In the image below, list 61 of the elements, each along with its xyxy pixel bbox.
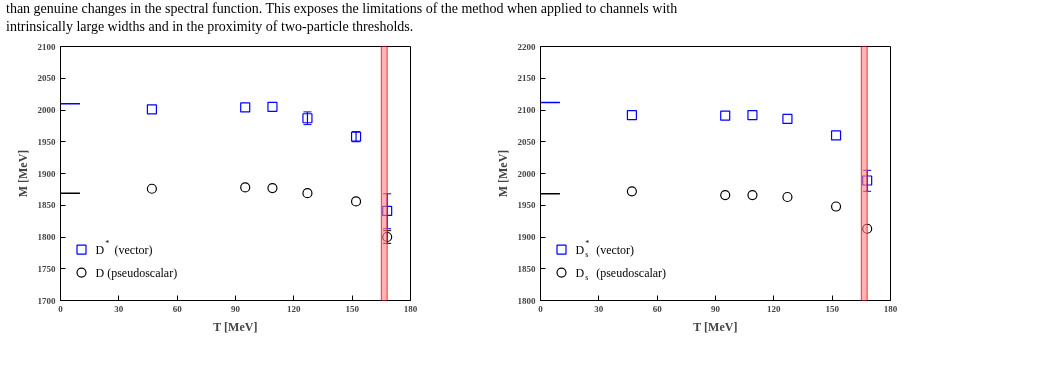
x-tick-label: 0 [58,303,64,314]
x-tick-label: 120 [287,303,302,314]
x-tick-label: 30 [114,303,124,314]
x-tick-label: 30 [594,303,604,314]
y-tick-label: 2000 [37,105,56,115]
x-tick-label: 180 [883,303,898,314]
point [830,130,842,141]
point [146,183,157,194]
x-tick-label: 180 [403,303,418,314]
x-tick-label: 60 [172,303,183,314]
y-tick-label: 1950 [37,136,56,147]
y-tick-label: 1800 [37,232,56,242]
y-tick-label: 2100 [37,41,56,52]
y-axis-title: M [MeV] [495,149,510,198]
y-tick-label: 1700 [37,295,56,306]
point [862,175,873,186]
point [626,186,637,197]
y-tick-label: 1900 [517,232,536,242]
legend-label: D* (vector) [95,239,153,257]
y-axis-title: M [MeV] [15,149,30,198]
point [720,110,731,121]
point [747,109,758,121]
y-tick-label: 2050 [517,136,536,147]
point [267,101,278,112]
text: than genuine changes in the spectral function. This exposes the limitations of the method when applied to channels with [6,0,678,18]
point [626,109,637,121]
x-tick-label: 150 [345,303,360,314]
y-tick-label: 2000 [517,168,536,179]
point [267,183,278,194]
x-tick-label: 90 [231,303,241,314]
point [302,188,313,199]
text: intrinsically large widths and in the proximity of two-particle thresholds. [6,18,414,36]
x-tick-label: 0 [538,303,544,314]
x-tick-label: 90 [711,303,721,314]
y-tick-label: 1900 [37,168,56,179]
x-tick-label: 120 [767,303,782,314]
point [146,104,157,115]
y-tick-label: 2050 [37,73,56,84]
point [830,201,842,212]
point [862,223,873,234]
point [350,196,362,207]
y-tick-label: 1950 [517,200,536,211]
x-tick-label: 60 [652,303,663,314]
y-tick-label: 2200 [517,41,536,52]
y-tick-label: 1800 [517,295,536,306]
x-axis-title: T [MeV] [213,319,258,334]
point [240,102,251,113]
y-tick-label: 1850 [37,200,56,211]
legend-label: D (pseudoscalar) [95,265,178,280]
point [782,191,793,203]
y-tick-label: 1750 [37,263,56,274]
point [720,190,731,201]
point [747,190,758,201]
x-axis-title: T [MeV] [693,319,738,334]
y-tick-label: 1850 [517,263,536,274]
point [782,113,793,124]
y-tick-label: 2150 [517,73,536,84]
point [382,205,393,217]
point [240,182,251,193]
y-tick-label: 2100 [517,105,536,115]
x-tick-label: 150 [825,303,840,314]
